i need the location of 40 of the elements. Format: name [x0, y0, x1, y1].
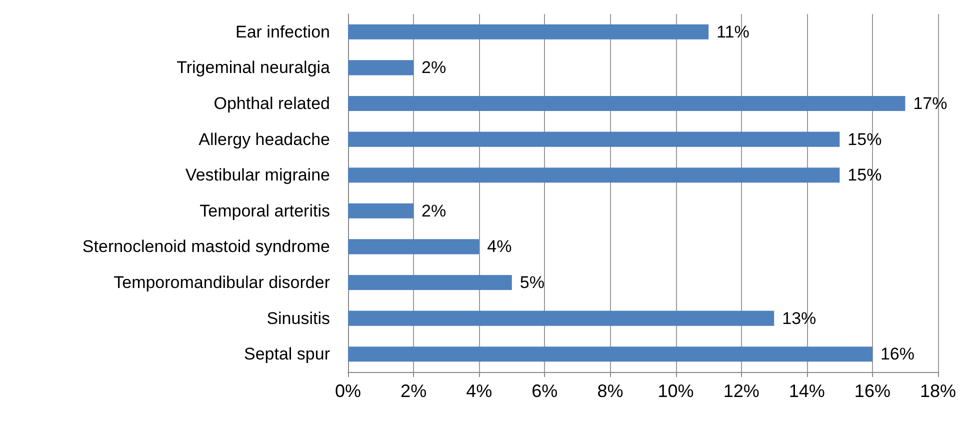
data-label: 2% [422, 58, 446, 78]
x-tick-label: 2% [400, 381, 427, 401]
x-tick-label: 4% [466, 381, 492, 401]
bar [348, 168, 840, 183]
x-tick-label: 6% [532, 381, 558, 401]
data-label: 17% [913, 94, 948, 113]
data-label: 4% [487, 237, 512, 256]
y-tick-label: Sternoclenoid mastoid syndrome [82, 237, 330, 256]
x-tick-label: 8% [597, 381, 624, 401]
data-label: 13% [782, 308, 816, 328]
x-tick-label: 16% [854, 381, 890, 401]
x-tick-label: 14% [788, 381, 825, 401]
bar [348, 132, 840, 147]
data-label: 16% [880, 344, 914, 364]
bar [348, 203, 414, 218]
bar [348, 310, 774, 326]
data-label: 15% [848, 130, 882, 149]
bar [348, 346, 872, 362]
x-tick-label: 10% [658, 381, 694, 401]
data-label: 2% [422, 201, 446, 220]
bar [348, 274, 512, 290]
y-tick-label: Allergy headache [198, 130, 330, 149]
y-tick-label: Vestibular migraine [185, 166, 330, 185]
data-label: 15% [848, 166, 882, 185]
x-tick-label: 18% [920, 381, 956, 401]
y-tick-label: Temporal arteritis [200, 201, 330, 220]
data-label: 5% [520, 273, 544, 292]
y-tick-label: Temporomandibular disorder [114, 273, 330, 292]
y-tick-label: Ophthal related [214, 94, 330, 113]
bar [348, 96, 906, 112]
data-label: 11% [716, 22, 750, 42]
x-tick-label: 0% [334, 381, 362, 401]
y-tick-label: Sinusitis [266, 308, 330, 328]
bar [348, 239, 480, 254]
y-tick-label: Ear infection [236, 22, 330, 42]
x-tick-label: 12% [723, 381, 760, 401]
bar [348, 24, 709, 40]
y-tick-label: Septal spur [244, 344, 330, 364]
bar [348, 60, 414, 76]
y-tick-label: Trigeminal neuralgia [176, 58, 331, 78]
